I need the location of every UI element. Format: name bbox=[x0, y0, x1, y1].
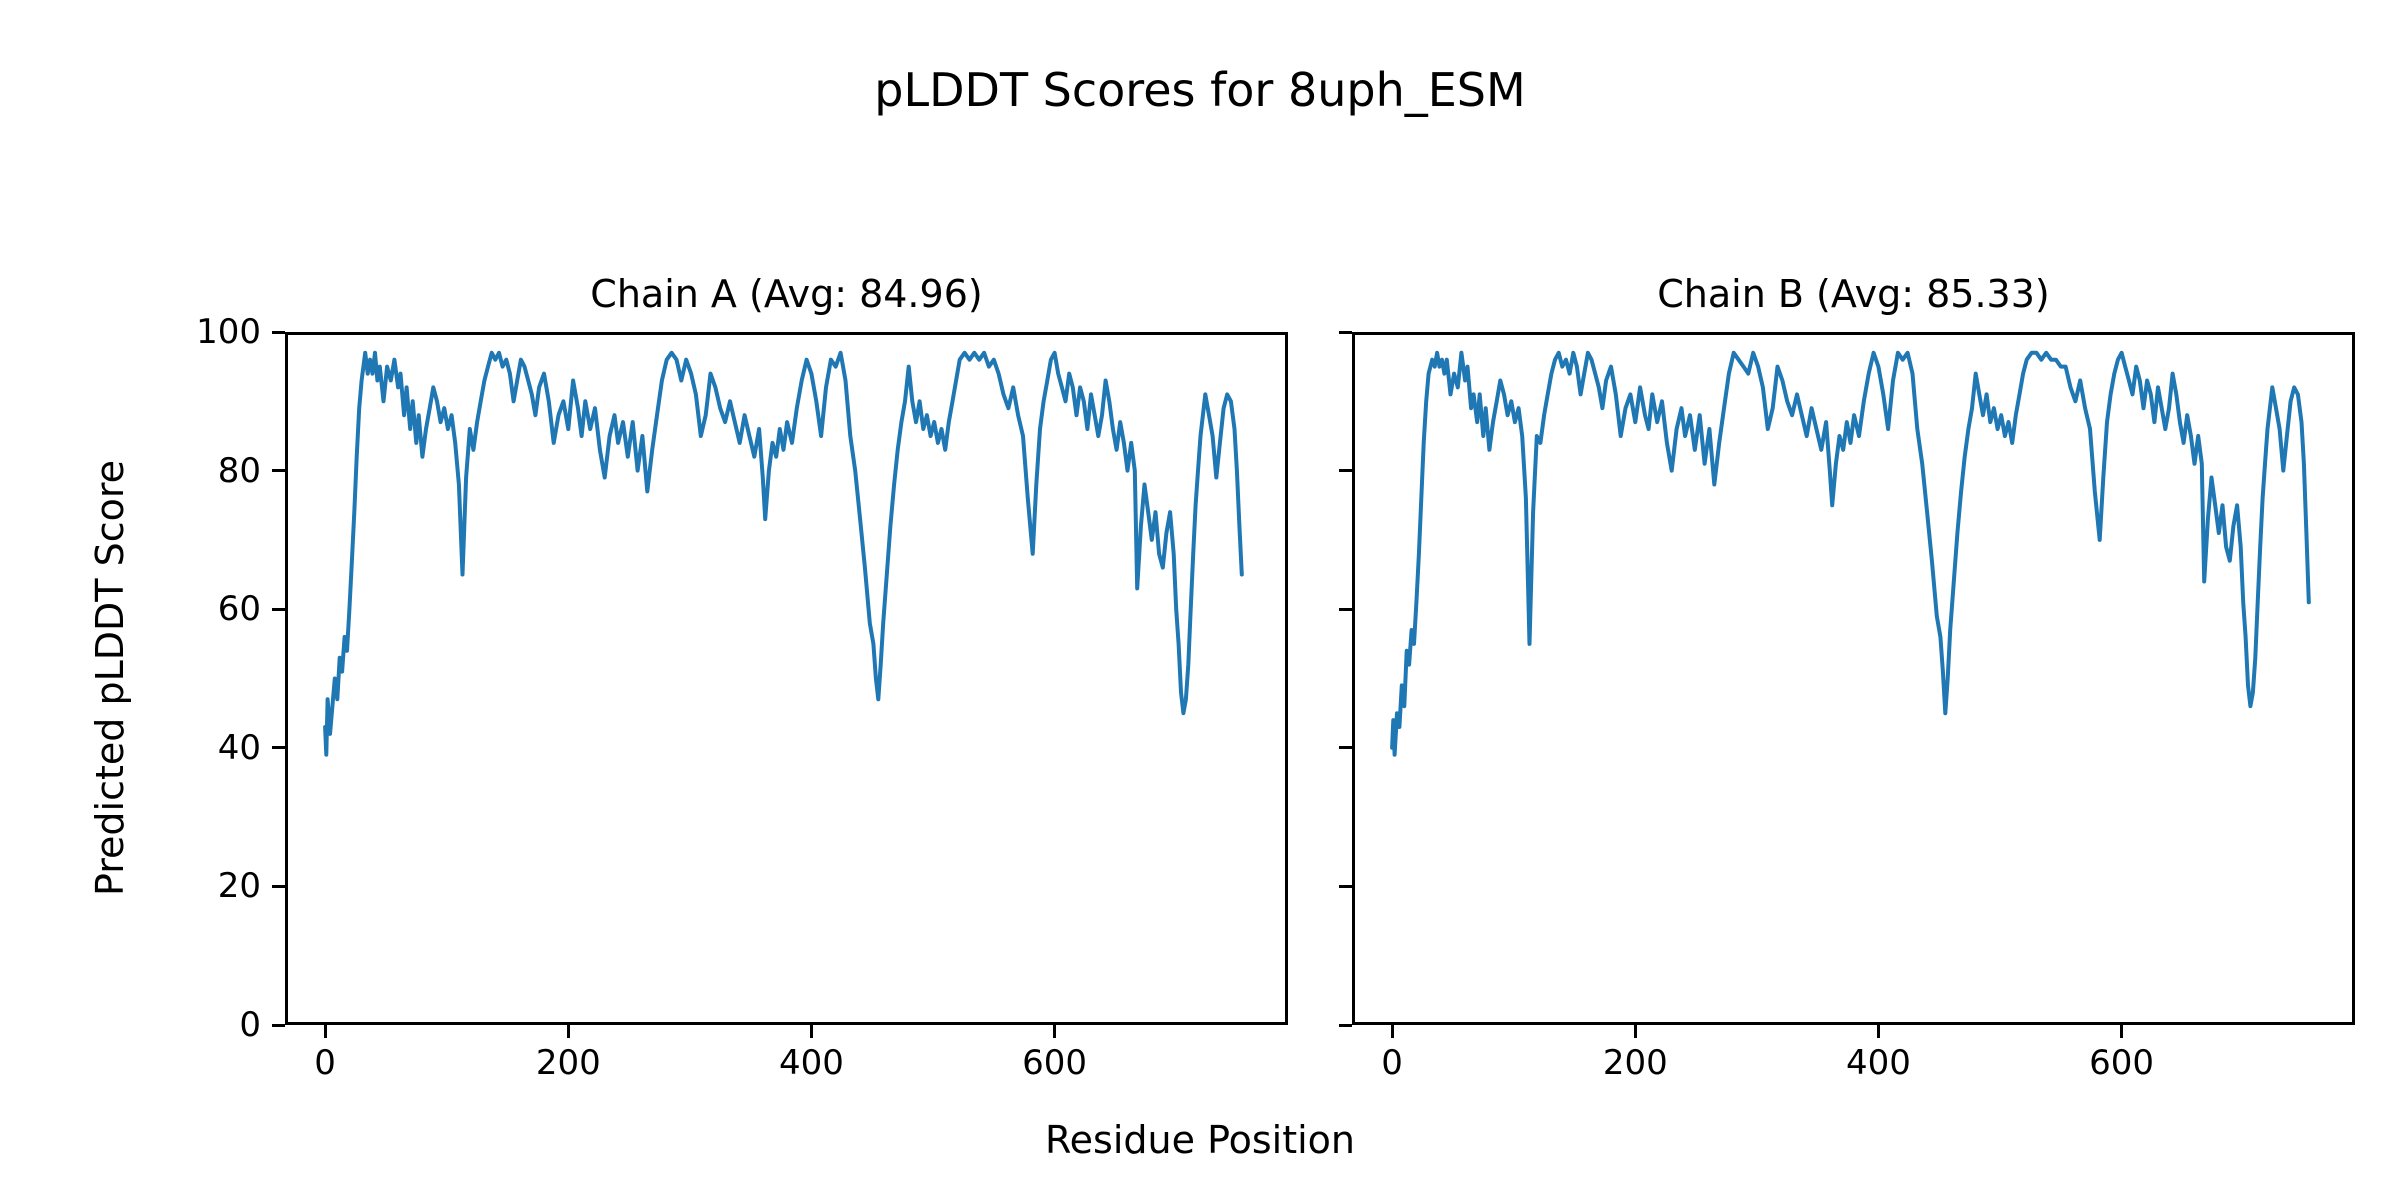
x-tick-label: 0 bbox=[1381, 1043, 1403, 1083]
subplot-title-chain-a: Chain A (Avg: 84.96) bbox=[590, 272, 983, 316]
x-tick-label: 600 bbox=[1022, 1043, 1088, 1083]
y-tick-label: 100 bbox=[196, 312, 261, 352]
y-axis-label: Predicted pLDDT Score bbox=[88, 460, 132, 896]
y-tick-mark bbox=[272, 330, 285, 334]
x-tick-mark bbox=[1053, 1025, 1057, 1038]
x-axis-label: Residue Position bbox=[1044, 1118, 1356, 1162]
y-tick-mark bbox=[272, 1023, 285, 1027]
subplot-chain-a: Chain A (Avg: 84.96) 0 200 400 600 0 20 40 60 80… bbox=[196, 272, 1288, 1082]
y-tick-mark bbox=[272, 884, 285, 888]
x-tick-label: 200 bbox=[1602, 1043, 1668, 1083]
y-tick-label: 40 bbox=[217, 727, 261, 768]
x-tick-label: 600 bbox=[2089, 1043, 2155, 1083]
y-tick-label: 0 bbox=[239, 1005, 261, 1045]
subplot-title-chain-b: Chain B (Avg: 85.33) bbox=[1657, 272, 2050, 316]
y-tick-mark bbox=[272, 746, 285, 750]
x-tick-mark bbox=[1633, 1025, 1637, 1038]
axes-spines bbox=[285, 332, 1288, 1025]
x-tick-label: 0 bbox=[314, 1043, 336, 1083]
y-tick-mark bbox=[1339, 884, 1352, 888]
y-tick-label: 60 bbox=[217, 589, 261, 630]
y-tick-mark bbox=[272, 607, 285, 611]
y-tick-mark bbox=[272, 469, 285, 473]
subplot-chain-b: Chain B (Avg: 85.33) 0 200 400 600 bbox=[1339, 272, 2355, 1082]
plddt-line-plot-chain-a bbox=[285, 332, 1288, 1025]
y-tick-mark bbox=[1339, 746, 1352, 750]
x-tick-label: 400 bbox=[1845, 1043, 1911, 1083]
y-tick-mark bbox=[1339, 469, 1352, 473]
plddt-line-plot-chain-b bbox=[1352, 332, 2355, 1025]
plddt-line-b bbox=[1390, 350, 2311, 757]
y-tick-mark bbox=[1339, 607, 1352, 611]
y-tick-mark bbox=[1339, 330, 1352, 334]
x-tick-mark bbox=[566, 1025, 570, 1038]
plddt-line-a bbox=[323, 350, 1244, 757]
x-tick-label: 200 bbox=[535, 1043, 601, 1083]
axes-spines bbox=[1352, 332, 2355, 1025]
x-tick-mark bbox=[1390, 1025, 1394, 1038]
x-tick-mark bbox=[2120, 1025, 2124, 1038]
figure-title: pLDDT Scores for 8uph_ESM bbox=[874, 63, 1526, 117]
y-tick-label: 20 bbox=[217, 866, 261, 907]
x-tick-mark bbox=[323, 1025, 327, 1038]
y-tick-label: 80 bbox=[217, 450, 261, 491]
x-tick-mark bbox=[1876, 1025, 1880, 1038]
y-tick-mark bbox=[1339, 1023, 1352, 1027]
x-tick-label: 400 bbox=[778, 1043, 844, 1083]
x-tick-mark bbox=[809, 1025, 813, 1038]
